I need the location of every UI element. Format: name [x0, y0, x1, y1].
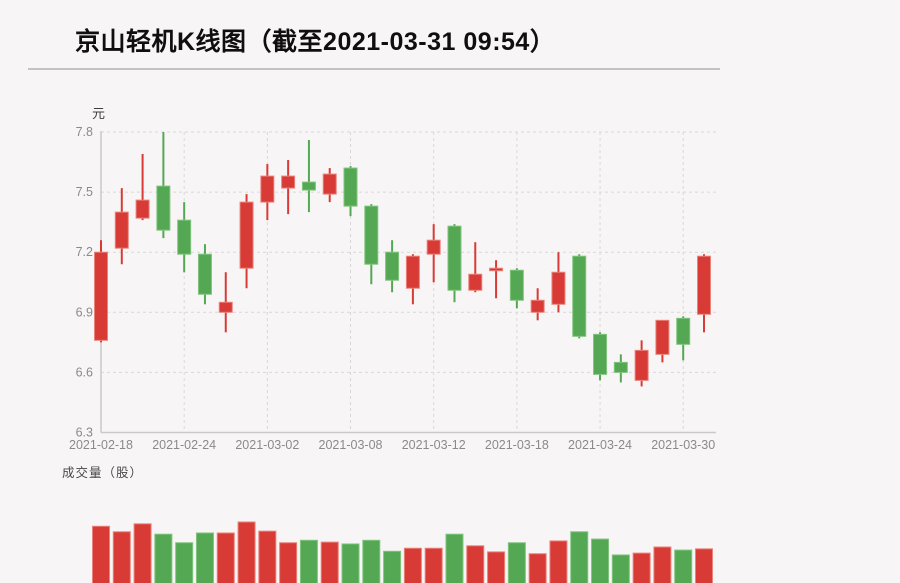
volume-bar — [611, 554, 630, 583]
y-axis-tick-label: 6.3 — [76, 426, 93, 440]
volume-bar — [258, 530, 277, 583]
x-axis-tick-label: 2021-03-24 — [568, 438, 632, 452]
volume-bar — [112, 531, 131, 583]
candle-body — [260, 175, 275, 203]
title-divider — [28, 68, 720, 70]
volume-bar — [424, 547, 443, 583]
candle-body — [135, 199, 150, 219]
candle-body — [593, 333, 608, 375]
y-axis-tick-label: 6.9 — [76, 305, 93, 319]
candle-body — [676, 317, 691, 345]
volume-bar — [632, 552, 651, 583]
y-axis-tick-label: 7.5 — [76, 185, 93, 199]
x-axis-tick-label: 2021-02-18 — [69, 438, 133, 452]
candle-body — [468, 273, 483, 291]
x-axis-tick-label: 2021-03-18 — [485, 438, 549, 452]
candle-body — [218, 301, 233, 313]
candle-body — [364, 205, 379, 265]
volume-bar — [487, 551, 506, 583]
volume-bar — [195, 532, 214, 583]
candle-body — [281, 175, 296, 189]
x-axis-tick-label: 2021-02-24 — [152, 438, 216, 452]
price-unit-label: 元 — [92, 106, 106, 121]
volume-bar — [279, 542, 298, 583]
volume-bar — [403, 547, 422, 583]
candle-body — [322, 173, 337, 195]
candle-body — [655, 319, 670, 355]
volume-bar — [466, 545, 485, 583]
x-axis-tick-label: 2021-03-30 — [651, 438, 715, 452]
volume-bar — [674, 549, 693, 583]
candle-body — [177, 219, 192, 255]
volume-axis-label: 成交量（股） — [62, 466, 144, 480]
page-title: 京山轻机K线图（截至2021-03-31 09:54） — [75, 28, 556, 56]
volume-bar — [591, 538, 610, 583]
candle-body — [447, 225, 462, 291]
x-axis-tick-label: 2021-03-08 — [319, 438, 383, 452]
x-axis-tick-label: 2021-03-02 — [235, 438, 299, 452]
volume-bar — [216, 532, 235, 583]
candle-body — [509, 269, 524, 301]
volume-bar — [237, 521, 256, 583]
candle-body — [197, 253, 212, 295]
volume-bar — [133, 523, 152, 583]
volume-bar — [320, 541, 339, 583]
candle-body — [239, 201, 254, 269]
volume-bar — [528, 553, 547, 583]
volume-bar — [570, 531, 589, 583]
y-axis-tick-label: 7.8 — [76, 125, 93, 139]
y-axis-tick-label: 7.2 — [76, 245, 93, 259]
x-axis-tick-label: 2021-03-12 — [402, 438, 466, 452]
volume-bar — [362, 539, 381, 583]
volume-bar — [507, 542, 526, 583]
volume-bar — [653, 546, 672, 583]
candle-body — [94, 251, 108, 341]
candle-body — [551, 271, 566, 305]
candle-body — [613, 361, 628, 373]
volume-bar — [299, 539, 318, 583]
candle-body — [385, 251, 400, 281]
volume-bar — [154, 533, 173, 583]
candle-body — [343, 167, 358, 207]
candle-body — [634, 349, 649, 381]
candle-body — [114, 211, 129, 249]
candle-body — [405, 255, 420, 289]
volume-bar — [445, 533, 464, 583]
volume-bar — [92, 525, 110, 583]
candle-body — [572, 255, 587, 337]
volume-bar — [695, 548, 713, 583]
candle-body — [489, 267, 504, 272]
volume-bar — [549, 540, 568, 583]
y-axis-tick-label: 6.6 — [76, 365, 93, 379]
candle-body — [426, 239, 441, 255]
candle-body — [530, 299, 545, 313]
candle-body — [156, 185, 171, 231]
volume-bar — [383, 550, 402, 583]
candle-body — [301, 181, 316, 191]
volume-bar — [341, 543, 360, 583]
volume-bar — [175, 542, 194, 583]
candle-body — [697, 255, 711, 315]
